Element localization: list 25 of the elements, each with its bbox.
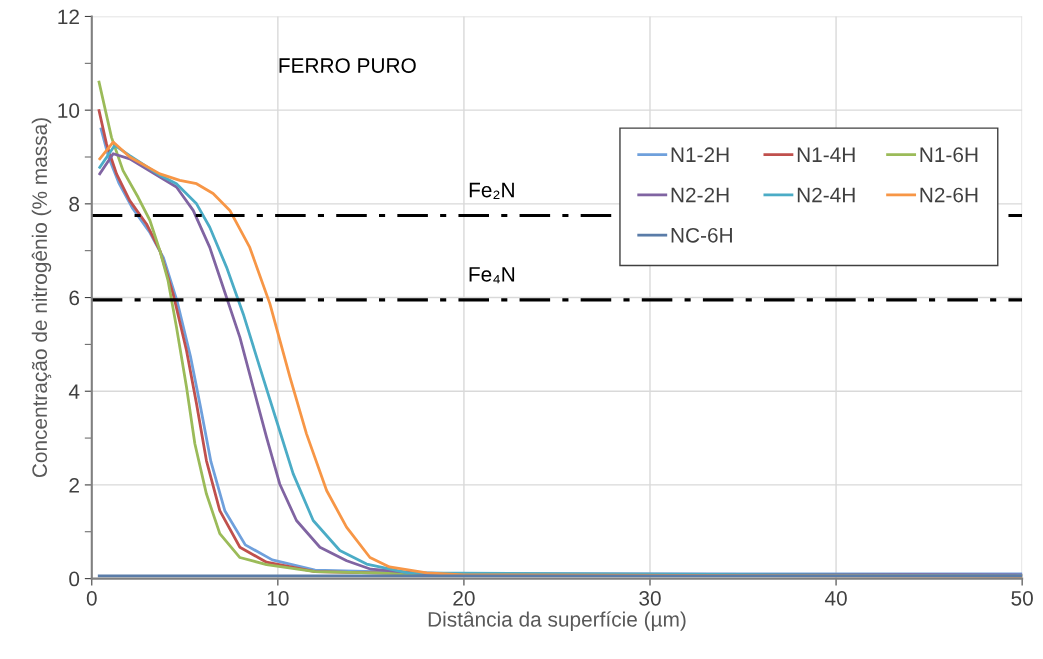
legend-label: N1-4H [797, 147, 855, 162]
x-tick-label: 40 [824, 590, 847, 606]
annotation: FERRO PURO [279, 58, 416, 73]
y-tick-label: 4 [68, 384, 80, 399]
legend-label: N2-2H [671, 187, 729, 203]
y-tick-label: 10 [58, 103, 80, 118]
legend-label: N2-6H [920, 187, 978, 203]
x-tick-label: 20 [453, 590, 475, 606]
x-tick-label: 30 [639, 590, 661, 606]
y-axis-title: Concentração de nitrogênio (% massa) [31, 118, 52, 478]
legend-label: NC-6H [671, 227, 732, 243]
y-tick-label: 6 [69, 290, 80, 306]
x-axis-title: Distância da superfície (µm) [428, 611, 686, 631]
x-tick-label: 10 [267, 590, 289, 606]
ref-line-label: Fe₄N [469, 267, 515, 284]
y-tick-label: 8 [69, 196, 80, 212]
x-tick-label: 0 [86, 590, 97, 606]
y-tick-label: 12 [58, 9, 79, 25]
legend-label: N1-2H [671, 147, 729, 162]
legend-label: N1-6H [920, 147, 978, 163]
x-tick-label: 50 [1011, 590, 1033, 606]
legend-label: N2-4H [797, 187, 855, 203]
y-tick-label: 2 [69, 477, 79, 493]
y-tick-label: 0 [69, 571, 80, 587]
ref-line-label: Fe₂N [469, 182, 514, 199]
